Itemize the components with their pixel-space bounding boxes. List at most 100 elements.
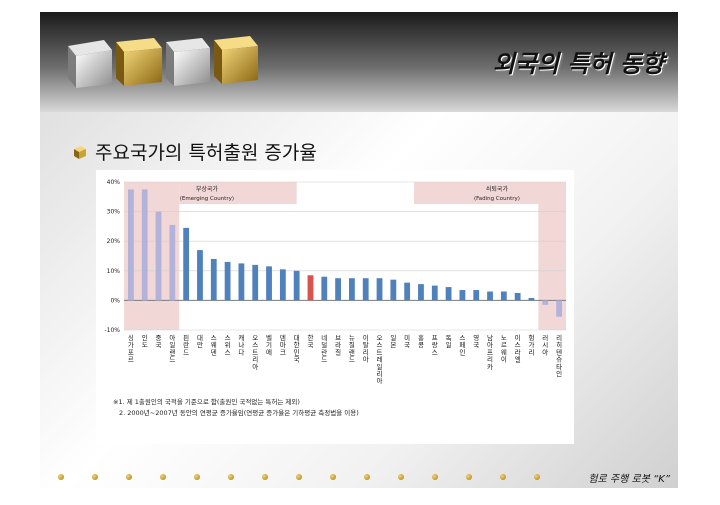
bar (362, 278, 369, 301)
decorative-dots (58, 474, 540, 484)
bar (404, 282, 411, 301)
y-tick-label: 0% (110, 297, 120, 304)
bar (279, 269, 286, 301)
bar (556, 300, 562, 317)
bar (210, 258, 217, 301)
y-tick-label: 30% (107, 209, 121, 216)
dot-icon (466, 474, 472, 480)
bar (459, 290, 466, 301)
bar (431, 285, 438, 301)
region-fading-band (414, 182, 566, 204)
y-tick-label: 40% (107, 179, 121, 186)
bar (321, 276, 328, 301)
bar (528, 298, 535, 301)
bar (390, 279, 397, 301)
bar (266, 266, 272, 301)
dot-icon (296, 474, 302, 480)
note-2: 2. 2000년~2007년 동안의 연평균 증가율임(연평균 증가율은 기하평… (119, 409, 359, 417)
note-1: ※1. 제 1출원인의 국적을 기준으로 함(출원인 국적없는 특허는 제외) (113, 398, 300, 406)
y-tick-label: 10% (107, 268, 121, 275)
dot-icon (92, 474, 98, 480)
chart-panel: 40% 30% 20% 10% 0% -10% 부상국가 (Emerging Country)… (96, 170, 574, 444)
bar (183, 227, 190, 301)
bar (349, 278, 355, 301)
bar (542, 300, 549, 305)
dot-icon (160, 474, 166, 480)
chart-notes: ※1. 제 1출원인의 국적을 기준으로 함(출원인 국적없는 특허는 제외) … (113, 397, 533, 419)
bar (487, 291, 493, 301)
region-emerging-band (179, 182, 297, 204)
footer-text: 험로 주행 로봇 “K” (588, 474, 670, 485)
slide-subtitle: 주요국가의 특허출원 증가율 (95, 142, 317, 164)
bar (418, 284, 424, 301)
bar (141, 189, 148, 301)
dot-icon (398, 474, 404, 480)
bar (445, 287, 452, 301)
dot-icon (262, 474, 268, 480)
bar (514, 293, 521, 301)
bar (376, 278, 383, 301)
dot-icon (432, 474, 438, 480)
slide: 외국의 특허 동향 주요국가의 특허출원 증가율 40% 30% 20% 10% 0% -… (40, 12, 678, 488)
bar (500, 291, 507, 301)
dot-icon (364, 474, 370, 480)
y-tick-label: -10% (104, 327, 120, 334)
bar (224, 261, 231, 301)
dot-icon (330, 474, 336, 480)
bar (169, 224, 176, 301)
y-tick-label: 20% (107, 238, 121, 245)
bar (293, 270, 300, 301)
dot-icon (534, 474, 540, 480)
bar (473, 290, 480, 301)
bar (335, 278, 341, 301)
bar (252, 264, 259, 301)
region-sublabel: (Fading Country) (474, 196, 520, 202)
dot-icon (126, 474, 132, 480)
slide-title: 외국의 특허 동향 (492, 50, 664, 78)
bar (197, 250, 203, 301)
region-label: 부상국가 (196, 185, 219, 193)
bar (307, 275, 314, 301)
cubes-logo (68, 36, 258, 88)
dot-icon (500, 474, 506, 480)
region-label: 쇠퇴국가 (486, 185, 509, 193)
growth-chart: 40% 30% 20% 10% 0% -10% 부상국가 (Emerging Country)… (104, 179, 566, 385)
bar (128, 189, 134, 301)
bar (155, 211, 162, 301)
region-sublabel: (Emerging Country) (180, 196, 234, 202)
bar (238, 263, 245, 301)
dot-icon (58, 474, 64, 480)
